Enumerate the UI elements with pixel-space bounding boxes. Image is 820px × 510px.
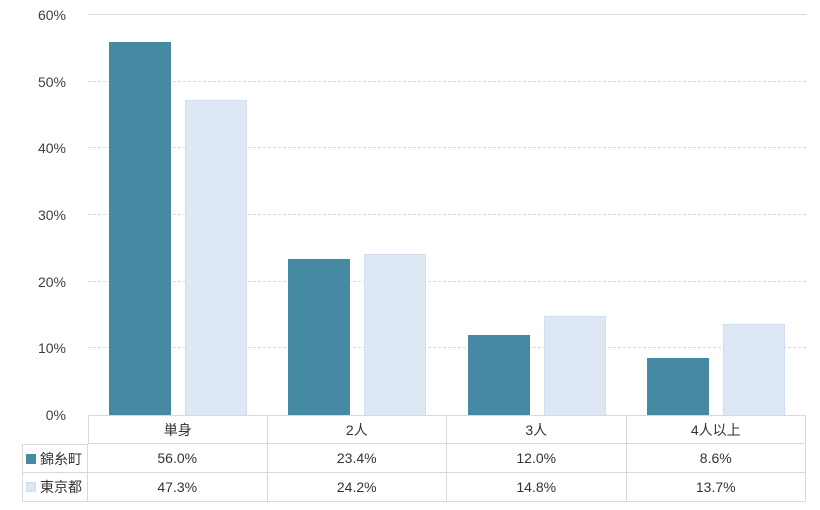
bar-錦糸町-3 <box>647 357 710 415</box>
bar-東京都-2 <box>543 316 606 415</box>
value-cell: 14.8% <box>447 473 627 502</box>
value-cell: 23.4% <box>267 444 447 473</box>
legend-series-name: 東京都 <box>40 479 82 495</box>
legend-marker-icon <box>26 453 36 464</box>
bar-錦糸町-1 <box>288 259 351 415</box>
value-cell: 56.0% <box>88 444 268 473</box>
y-tick-label: 50% <box>37 73 66 90</box>
gridline <box>88 214 806 215</box>
category-header-cell: 4人以上 <box>626 415 806 444</box>
table-corner-cell <box>22 415 88 444</box>
data-table: 単身 2人 3人 4人以上錦糸町 56.0% 23.4% 12.0% 8.6% 東京都 47.3%… <box>22 415 806 502</box>
y-tick-label: 40% <box>37 140 66 157</box>
gridline <box>88 14 806 15</box>
bar-group-1 <box>268 15 448 415</box>
y-tick-label: 20% <box>37 273 66 290</box>
value-cell: 13.7% <box>626 473 806 502</box>
value-cell: 24.2% <box>267 473 447 502</box>
gridline <box>88 80 806 82</box>
bars-layer <box>88 15 806 415</box>
category-header-cell: 3人 <box>447 415 627 444</box>
y-tick-label: 10% <box>37 340 66 357</box>
legend-cell: 錦糸町 <box>22 444 88 473</box>
value-cell: 8.6% <box>626 444 806 473</box>
bar-東京都-3 <box>723 323 786 415</box>
bar-group-2 <box>447 15 627 415</box>
gridline <box>88 147 806 149</box>
y-tick-label: 60% <box>37 7 66 23</box>
category-header-cell: 単身 <box>88 415 268 444</box>
category-header-cell: 2人 <box>267 415 447 444</box>
y-tick-label: 0% <box>45 407 66 423</box>
value-cell: 47.3% <box>88 473 268 502</box>
legend-series-name: 錦糸町 <box>40 450 82 467</box>
bar-group-3 <box>627 15 807 415</box>
gridline <box>88 280 806 282</box>
value-cell: 12.0% <box>447 444 627 473</box>
bar-group-0 <box>88 15 268 415</box>
bar-東京都-1 <box>364 253 427 415</box>
plot-area <box>88 14 806 415</box>
y-tick-label: 30% <box>37 207 66 223</box>
gridline <box>88 347 806 349</box>
bar-錦糸町-0 <box>108 41 171 415</box>
y-axis: 0% 10% 20% 30% 40% 50% 60% <box>0 7 78 423</box>
bar-東京都-0 <box>184 99 247 415</box>
legend-marker-icon <box>26 482 36 492</box>
bar-錦糸町-2 <box>467 335 530 415</box>
legend-cell: 東京都 <box>22 473 88 502</box>
